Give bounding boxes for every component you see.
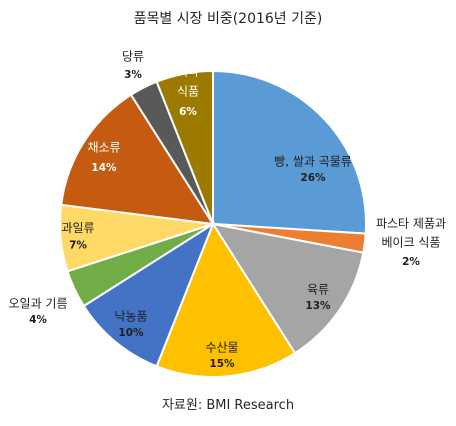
slice-category-label: 파스타 제품과 [376,217,446,231]
slice-category-label: 빵, 쌀과 곡물류 [274,155,352,169]
slice-category-label: 수산물 [205,341,238,355]
slice-category-label: 베이크 식품 [381,236,440,250]
chart-title: 품목별 시장 비중(2016년 기준) [133,11,323,27]
slice-value-label: 3% [124,69,142,81]
slice-value-label: 7% [69,240,87,252]
slice-category-label: 당류 [122,50,144,64]
slice-value-label: 14% [91,162,117,174]
chart-source: 자료원: BMI Research [161,398,295,413]
pie-slice [155,69,214,225]
slice-value-label: 10% [118,327,144,339]
slice-category-label: 과일류 [61,221,94,235]
slice-category-label: 오일과 기름 [8,297,67,311]
pie-slice [155,221,297,378]
slice-value-label: 2% [402,256,420,268]
slice-category-label: 육류 [307,283,329,297]
slice-category-label: 낙농품 [114,310,147,324]
pie-slice [60,93,215,226]
slice-value-label: 13% [305,300,331,312]
slice-category-label: 채소류 [87,141,120,155]
slice-value-label: 15% [209,358,235,370]
slice-value-label: 4% [29,314,47,326]
slice-value-label: 6% [179,106,197,118]
slice-category-label: 기타 [177,65,199,79]
slice-value-label: 26% [300,172,326,184]
pie-slice [82,221,216,368]
pie-slice [210,222,365,355]
slice-category-label: 식품 [177,85,199,99]
pie-slice [212,69,368,235]
